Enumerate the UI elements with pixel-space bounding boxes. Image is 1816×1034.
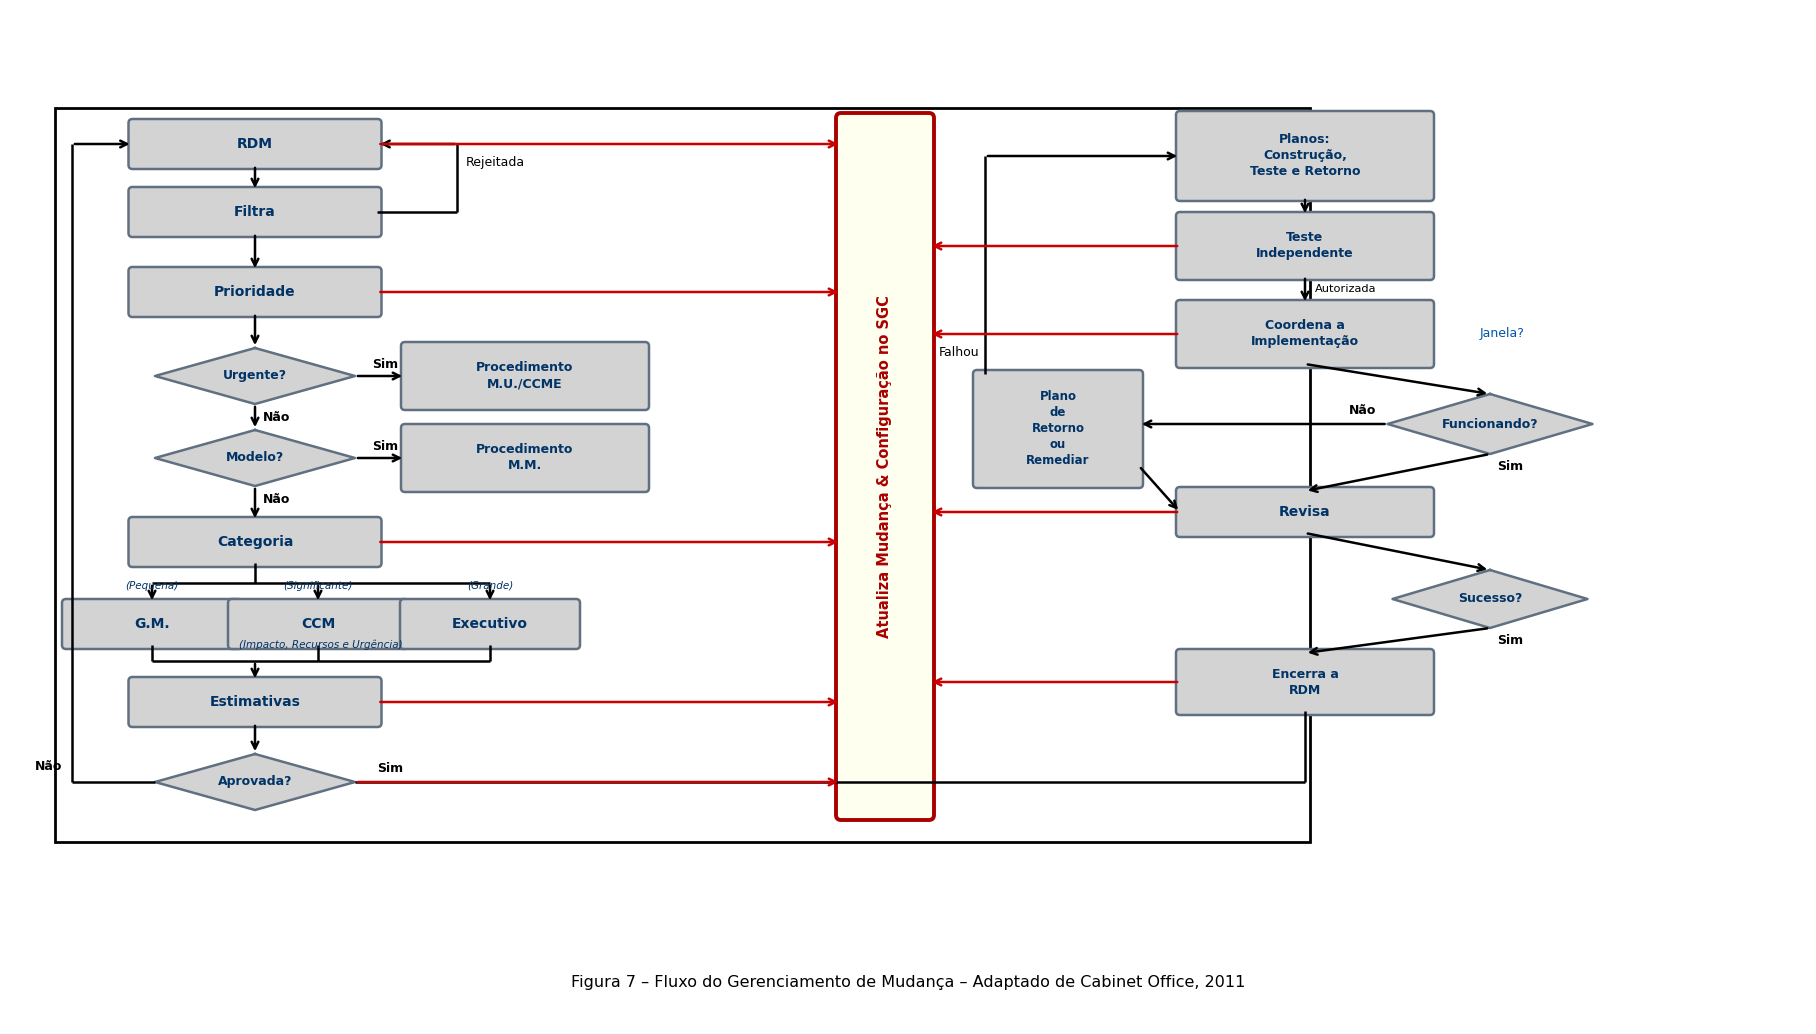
Text: Não: Não: [263, 412, 291, 425]
Text: Atualiza Mudança & Configuração no SGC: Atualiza Mudança & Configuração no SGC: [877, 295, 892, 638]
Text: Não: Não: [263, 493, 291, 507]
Text: RDM: RDM: [238, 136, 272, 151]
Text: Revisa: Revisa: [1278, 505, 1331, 519]
Text: Funcionando?: Funcionando?: [1442, 418, 1538, 430]
Text: (Impacto, Recursos e Urgência): (Impacto, Recursos e Urgência): [240, 640, 403, 650]
Text: Aprovada?: Aprovada?: [218, 776, 292, 789]
Text: Não: Não: [1349, 404, 1377, 418]
Polygon shape: [1387, 394, 1593, 454]
FancyBboxPatch shape: [129, 267, 381, 317]
Text: CCM: CCM: [301, 617, 336, 631]
Text: Falhou: Falhou: [939, 345, 979, 359]
Text: (Grande): (Grande): [467, 581, 514, 591]
Text: Filtra: Filtra: [234, 205, 276, 219]
Text: Prioridade: Prioridade: [214, 285, 296, 299]
FancyBboxPatch shape: [400, 599, 579, 649]
Text: Não: Não: [35, 760, 62, 773]
FancyBboxPatch shape: [1177, 487, 1435, 537]
FancyBboxPatch shape: [973, 370, 1142, 488]
Text: Encerra a
RDM: Encerra a RDM: [1271, 668, 1338, 697]
Text: Sim: Sim: [1496, 460, 1524, 474]
Text: Plano
de
Retorno
ou
Remediar: Plano de Retorno ou Remediar: [1026, 391, 1090, 467]
Text: Categoria: Categoria: [216, 535, 292, 549]
FancyBboxPatch shape: [129, 677, 381, 727]
Text: Planos:
Construção,
Teste e Retorno: Planos: Construção, Teste e Retorno: [1249, 133, 1360, 179]
Text: Janela?: Janela?: [1480, 328, 1525, 340]
Text: Rejeitada: Rejeitada: [465, 156, 525, 170]
Text: Sim: Sim: [1496, 634, 1524, 646]
Bar: [54, 108, 1309, 842]
Text: Sim: Sim: [372, 359, 398, 371]
FancyBboxPatch shape: [1177, 111, 1435, 201]
FancyBboxPatch shape: [62, 599, 242, 649]
Text: Sim: Sim: [372, 440, 398, 454]
Text: G.M.: G.M.: [134, 617, 171, 631]
Text: Coordena a
Implementação: Coordena a Implementação: [1251, 320, 1358, 348]
Text: Modelo?: Modelo?: [225, 452, 283, 464]
Text: Teste
Independente: Teste Independente: [1257, 232, 1353, 261]
Text: Sucesso?: Sucesso?: [1458, 592, 1522, 606]
FancyBboxPatch shape: [129, 517, 381, 567]
FancyBboxPatch shape: [401, 424, 648, 492]
Text: Procedimento
M.M.: Procedimento M.M.: [476, 444, 574, 473]
Polygon shape: [1393, 570, 1587, 628]
FancyBboxPatch shape: [1177, 300, 1435, 368]
FancyBboxPatch shape: [1177, 212, 1435, 280]
FancyBboxPatch shape: [129, 187, 381, 237]
FancyBboxPatch shape: [1177, 649, 1435, 714]
FancyBboxPatch shape: [835, 113, 933, 820]
Text: (Significante): (Significante): [283, 581, 352, 591]
Polygon shape: [154, 348, 354, 404]
Text: Sim: Sim: [378, 762, 403, 776]
FancyBboxPatch shape: [401, 342, 648, 410]
FancyBboxPatch shape: [129, 119, 381, 169]
Text: Procedimento
M.U./CCME: Procedimento M.U./CCME: [476, 362, 574, 391]
Text: Autorizada: Autorizada: [1315, 284, 1377, 294]
Polygon shape: [154, 430, 354, 486]
Text: Urgente?: Urgente?: [223, 369, 287, 383]
Text: (Pequena): (Pequena): [125, 581, 178, 591]
Text: Executivo: Executivo: [452, 617, 528, 631]
FancyBboxPatch shape: [229, 599, 409, 649]
Polygon shape: [154, 754, 354, 810]
Text: Estimativas: Estimativas: [209, 695, 300, 709]
Text: Figura 7 – Fluxo do Gerenciamento de Mudança – Adaptado de Cabinet Office, 2011: Figura 7 – Fluxo do Gerenciamento de Mud…: [570, 974, 1246, 990]
